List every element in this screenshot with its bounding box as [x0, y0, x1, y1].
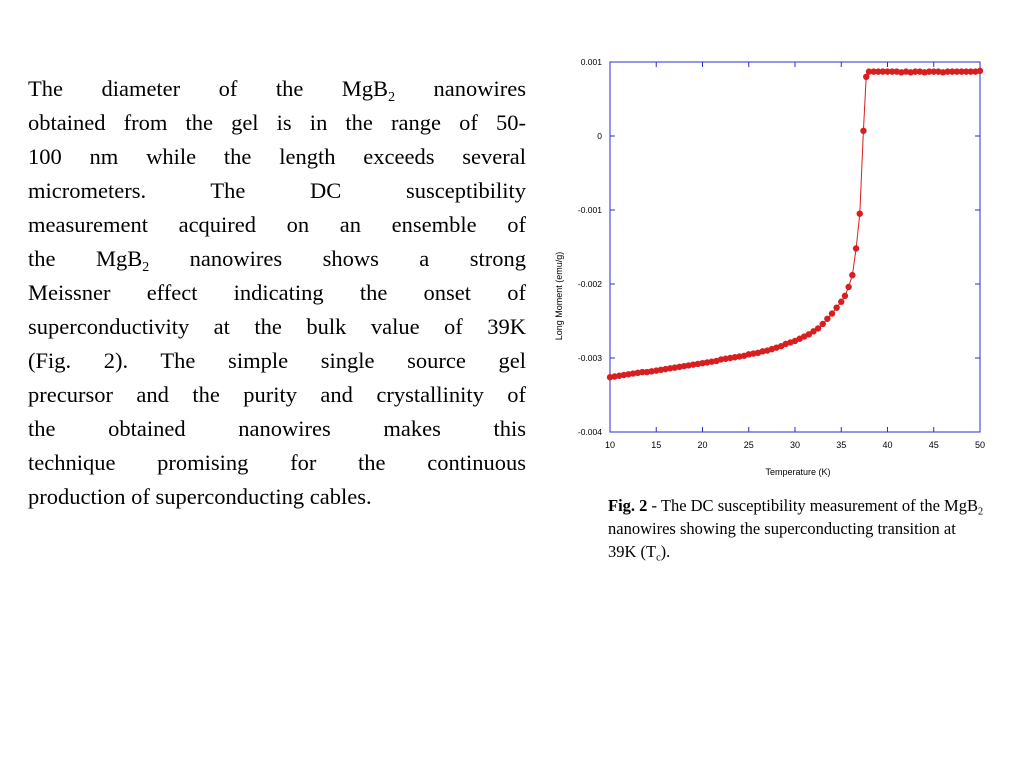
- y-tick-label: 0.001: [581, 57, 603, 67]
- text-run: micrometers. The DC susceptibility: [28, 178, 526, 203]
- caption-subscript-1: 2: [977, 506, 984, 518]
- y-tick-label: -0.002: [578, 279, 602, 289]
- text-run: Meissner effect indicating the onset of: [28, 280, 526, 305]
- caption-text-2: nanowires showing the superconducting tr…: [608, 519, 956, 561]
- plot-border: [609, 61, 981, 433]
- data-point: [845, 283, 852, 291]
- subscript: 2: [388, 89, 396, 105]
- data-point: [856, 210, 863, 217]
- x-tick-label: 15: [651, 440, 661, 450]
- text-run: production of superconducting cables.: [28, 484, 372, 509]
- paragraph-line: (Fig. 2). The simple single source gel: [28, 344, 526, 378]
- x-tick-label: 40: [882, 440, 892, 450]
- paragraph-line: the obtained nanowires makes this: [28, 412, 526, 446]
- caption-text-1: - The DC susceptibility measurement of t…: [647, 496, 978, 515]
- data-point: [925, 68, 933, 75]
- paragraph-line: superconductivity at the bulk value of 3…: [28, 310, 526, 344]
- text-run: the MgB: [28, 246, 143, 271]
- data-point: [888, 68, 896, 75]
- data-point: [841, 292, 849, 300]
- data-point: [838, 298, 845, 305]
- y-tick-label: -0.004: [578, 427, 602, 437]
- x-tick-label: 35: [836, 440, 846, 450]
- data-point: [814, 325, 822, 332]
- x-tick-label: 25: [744, 440, 754, 450]
- series-points: [606, 67, 984, 381]
- paragraph-line: production of superconducting cables.: [28, 480, 526, 514]
- data-line: [609, 70, 981, 378]
- data-point: [962, 68, 970, 75]
- subscript: 2: [142, 259, 150, 275]
- paragraph-line: the MgB2 nanowires shows a strong: [28, 242, 526, 276]
- data-point: [870, 68, 877, 75]
- data-point: [884, 68, 891, 75]
- text-run: 100 nm while the length exceeds several: [28, 144, 526, 169]
- paragraph-line: measurement acquired on an ensemble of: [28, 208, 526, 242]
- paragraph-line: The diameter of the MgB2 nanowires: [28, 72, 526, 106]
- paragraph-line: micrometers. The DC susceptibility: [28, 174, 526, 208]
- y-tick-label: -0.001: [578, 205, 602, 215]
- x-tick-label: 10: [605, 440, 615, 450]
- data-point: [912, 68, 919, 75]
- x-tick-label: 45: [929, 440, 939, 450]
- y-axis-ticks: 0.001 0 -0.001 -0.002 -0.003 -0.004: [578, 57, 980, 437]
- data-point: [930, 68, 937, 75]
- data-point: [863, 73, 870, 80]
- data-point: [819, 320, 826, 328]
- data-point: [976, 67, 984, 75]
- x-tick-label: 30: [790, 440, 800, 450]
- text-run: nanowires shows a strong: [149, 246, 526, 271]
- text-run: (Fig. 2). The simple single source gel: [28, 348, 526, 373]
- data-point: [865, 68, 873, 75]
- paragraph-line: Meissner effect indicating the onset of: [28, 276, 526, 310]
- data-point: [875, 68, 882, 75]
- y-tick-label: 0: [597, 131, 602, 141]
- data-point: [953, 68, 961, 75]
- paragraph-line: precursor and the purity and crystallini…: [28, 378, 526, 412]
- data-point: [639, 368, 646, 376]
- paragraph-line: obtained from the gel is in the range of…: [28, 106, 526, 140]
- plot-frame: [609, 61, 981, 433]
- caption-text-3: ).: [660, 542, 671, 561]
- text-run: technique promising for the continuous: [28, 450, 526, 475]
- susceptibility-chart: 0.001 0 -0.001 -0.002 -0.003 -0.004 10 15 20 25 3…: [554, 57, 985, 477]
- data-point: [810, 328, 817, 335]
- data-point: [958, 68, 965, 75]
- caption-subscript-2: c: [656, 552, 661, 564]
- body-paragraph: The diameter of the MgB2 nanowires obtain…: [28, 72, 526, 514]
- text-run: nanowires: [395, 76, 526, 101]
- x-axis-label: Temperature (K): [765, 467, 830, 477]
- paragraph-line: 100 nm while the length exceeds several: [28, 140, 526, 174]
- data-point: [833, 304, 840, 311]
- text-run: obtained from the gel is in the range of…: [28, 110, 526, 135]
- data-point: [967, 68, 974, 75]
- y-tick-label: -0.003: [578, 353, 602, 363]
- y-axis-label: Long Moment (emu/g): [554, 252, 564, 341]
- paragraph-line: technique promising for the continuous: [28, 446, 526, 480]
- figure-caption: Fig. 2 - The DC susceptibility measureme…: [608, 494, 988, 563]
- text-run: superconductivity at the bulk value of 3…: [28, 314, 526, 339]
- x-tick-label: 20: [697, 440, 707, 450]
- data-point: [824, 315, 831, 322]
- data-point: [828, 310, 836, 317]
- series-line: [609, 70, 981, 378]
- data-point: [860, 127, 867, 135]
- text-run: the obtained nanowires makes this: [28, 416, 526, 441]
- x-tick-label: 50: [975, 440, 985, 450]
- data-point: [879, 68, 887, 75]
- data-point: [852, 245, 860, 252]
- data-point: [944, 68, 951, 75]
- caption-label: Fig. 2: [608, 496, 648, 515]
- data-point: [805, 331, 813, 338]
- data-point: [849, 271, 856, 279]
- x-axis-ticks: 10 15 20 25 30 35 40 45 50: [605, 62, 985, 450]
- text-run: The diameter of the MgB: [28, 76, 389, 101]
- text-run: measurement acquired on an ensemble of: [28, 212, 526, 237]
- text-run: precursor and the purity and crystallini…: [28, 382, 526, 407]
- data-point: [949, 68, 956, 75]
